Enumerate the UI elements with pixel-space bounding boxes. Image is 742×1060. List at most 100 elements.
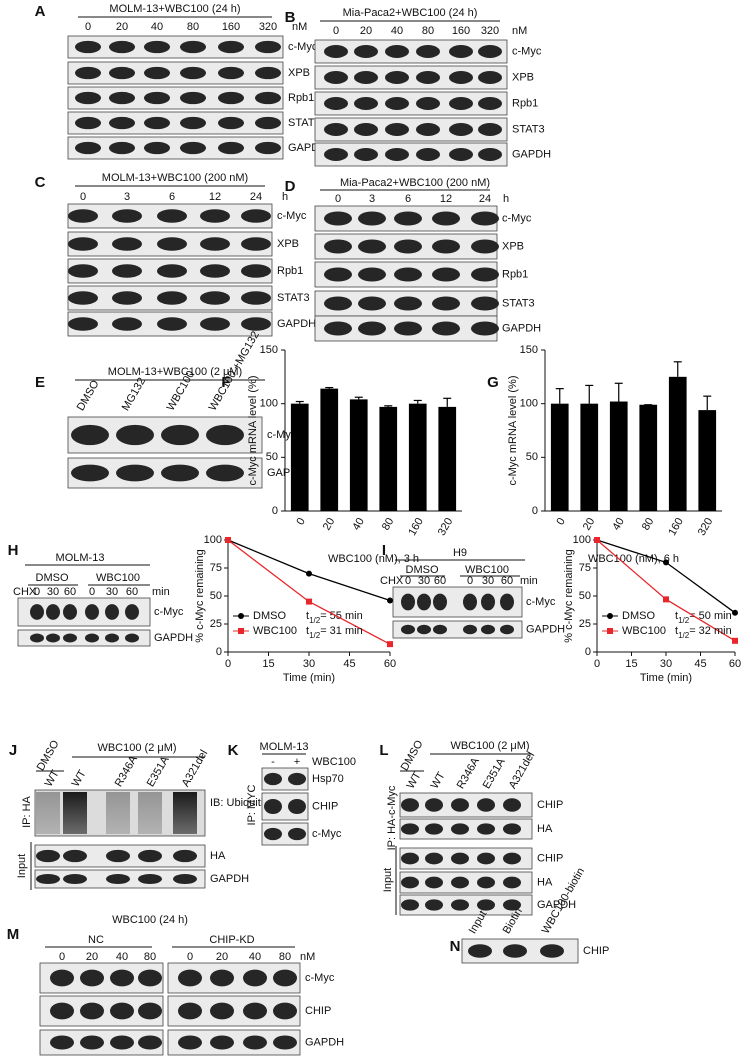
lane-label: 30 [47,586,59,598]
band [358,267,386,282]
lane-label: + [294,756,300,768]
band [138,849,162,863]
band [241,237,271,251]
row-label: c-Myc [305,972,335,984]
band [471,296,499,311]
band [138,1002,162,1020]
row-label: c-Myc [154,606,184,618]
half-life-part: = 55 min [320,610,363,622]
band [324,321,352,336]
band [324,45,348,58]
y-axis-label: % c-Myc remaining [194,549,206,643]
lane-label: 60 [434,575,446,587]
band [75,91,101,105]
row-label: c-Myc [512,45,542,57]
lane-label: 0 [34,586,40,598]
band [471,239,499,254]
band [478,97,502,110]
band [503,944,527,958]
band [80,1035,104,1050]
y-tick-label: 100 [260,398,278,410]
band [478,45,502,58]
band [210,969,234,987]
band [324,239,352,254]
band [105,633,119,643]
lane-label: 0 [187,951,193,963]
row-label: c-Myc [526,596,556,608]
lane-label: 80 [144,951,156,963]
row-label: GAPDH [502,322,541,334]
band [503,823,521,835]
bar [379,406,398,511]
marker [607,613,613,619]
band [243,1035,267,1050]
band [46,633,60,643]
band [241,291,271,305]
band [432,211,460,226]
x-tick-label: 40 [610,516,627,533]
band [157,291,187,305]
panel-letter: K [228,742,239,759]
band [449,97,473,110]
marker [225,537,231,543]
band [178,1002,202,1020]
group-label: WBC100 (2 μM) [97,742,176,754]
band [503,798,521,812]
panel-letter: J [9,742,17,759]
band [255,66,281,80]
band [200,264,230,278]
band [324,97,348,110]
band [210,1035,234,1050]
half-life: t1/2= 32 min [675,625,732,640]
x-tick-label: 45 [343,658,355,670]
ip-label: IP: HA-c-Myc [386,785,398,850]
band [503,852,521,865]
panel-letter: G [487,374,499,391]
band [394,321,422,336]
x-tick-label: 15 [625,658,637,670]
band [157,317,187,331]
row-label: CHIP [537,799,563,811]
lane-label: 30 [418,575,430,587]
band [451,798,469,812]
panel-title: MOLM-13+WBC100 (24 h) [109,3,240,15]
band [463,624,477,635]
x-tick-label: 60 [729,658,741,670]
group-label: NC [88,934,104,946]
lane-label: 80 [422,25,434,37]
panel-letter: H [8,542,19,559]
marker [387,641,393,648]
band [68,317,98,331]
half-life: t1/2= 50 min [675,610,732,625]
row-label: HA [210,850,226,862]
row-label: GAPDH [210,873,249,885]
group-label: DMSO [406,564,439,576]
row-label: HA [537,823,553,835]
lane-label: E351A [145,754,172,789]
lane-label: 60 [501,575,513,587]
band [449,148,473,161]
panel-letter: M [7,926,20,943]
group-label: WBC100 (2 μM) [450,740,529,752]
half-life-part: = 50 min [689,610,732,622]
unit-label: h [503,193,509,205]
band [449,123,473,136]
band [385,97,409,110]
band [354,71,378,84]
row-label: GAPDH [277,318,316,330]
y-tick-label: 150 [260,344,278,356]
legend-label: DMSO [253,610,286,622]
band [125,633,139,643]
group-label: WBC100 [96,572,140,584]
y-tick-label: 100 [573,534,591,546]
band [109,40,135,54]
band [394,239,422,254]
x-axis-label: Time (min) [283,672,335,684]
row-label: Rpb1 [512,97,538,109]
row-label: c-Myc [277,210,307,222]
bar [668,376,687,511]
y-tick-label: 50 [210,590,222,602]
band [394,211,422,226]
lane-label: 3 [369,193,375,205]
lane-label: A321del [180,748,211,789]
